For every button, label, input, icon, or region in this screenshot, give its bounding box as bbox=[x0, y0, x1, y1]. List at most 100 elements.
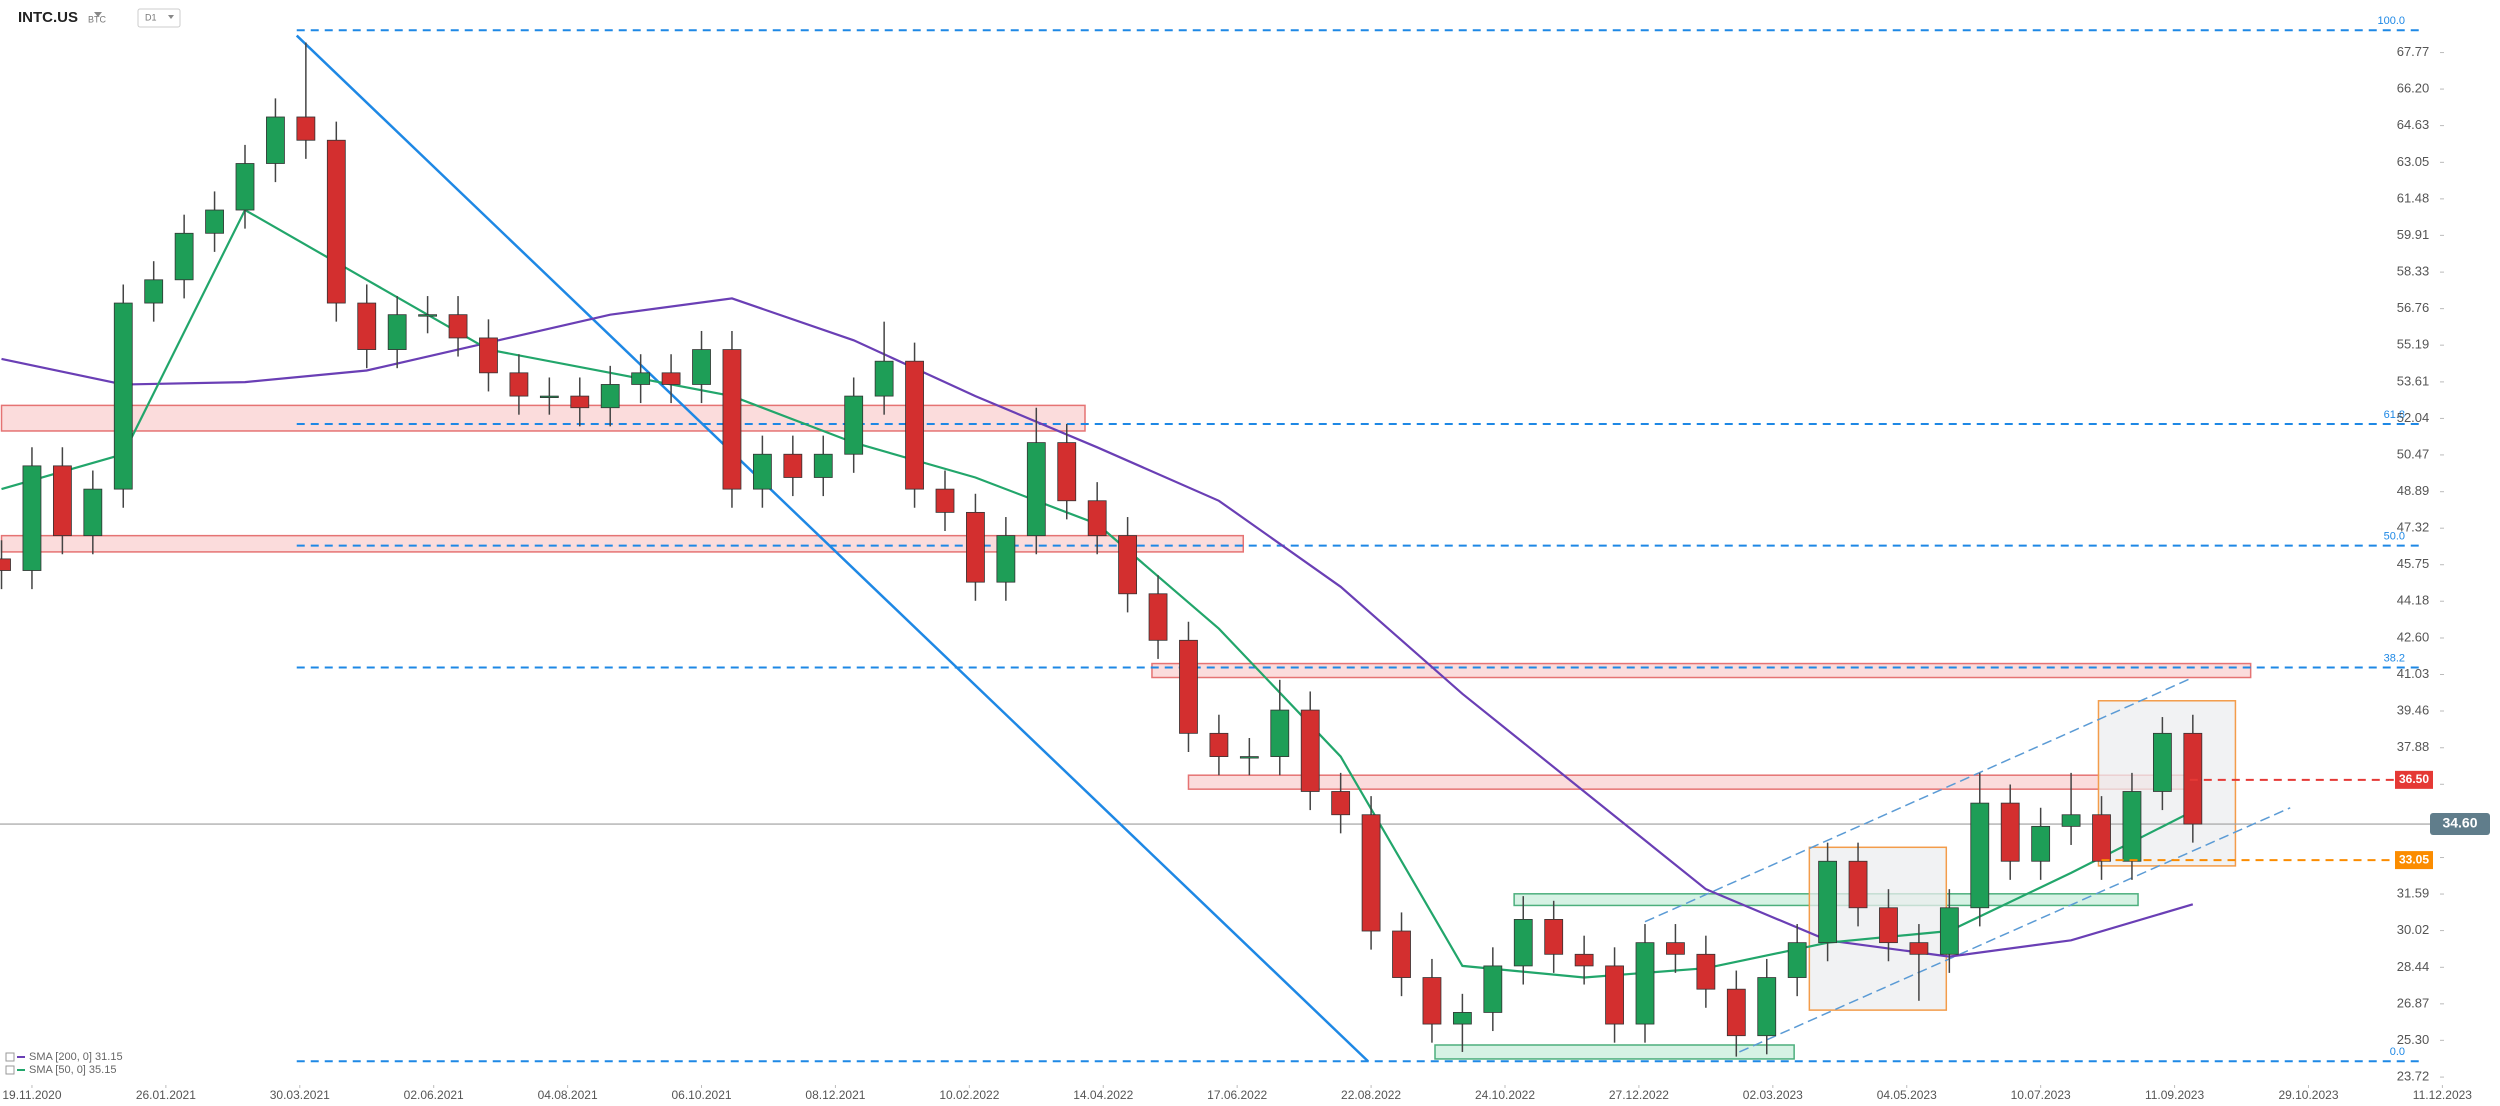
candle-body bbox=[296, 116, 316, 141]
candle-body bbox=[844, 395, 864, 455]
legend-icon bbox=[5, 1052, 15, 1062]
y-tick-label: 39.46 bbox=[2397, 702, 2430, 717]
y-tick-label: 53.61 bbox=[2397, 373, 2430, 388]
candle-body bbox=[1118, 535, 1138, 595]
y-tick-label: 37.88 bbox=[2397, 739, 2430, 754]
y-tick-label: 25.30 bbox=[2397, 1032, 2430, 1047]
zone bbox=[1434, 1044, 1795, 1060]
candle-body bbox=[1270, 709, 1290, 757]
candle-body bbox=[1057, 442, 1077, 502]
y-tick-label: 59.91 bbox=[2397, 227, 2430, 242]
x-tick-label: 14.04.2022 bbox=[1073, 1088, 1133, 1102]
legend-label: SMA [50, 0] 35.15 bbox=[29, 1064, 116, 1076]
x-tick-label: 02.06.2021 bbox=[404, 1088, 464, 1102]
candle-body bbox=[2000, 802, 2020, 862]
candle-body bbox=[1026, 442, 1046, 537]
candle-body bbox=[1909, 942, 1929, 955]
candle-body bbox=[1392, 930, 1411, 978]
candle-body bbox=[479, 337, 498, 374]
level-badge-label: 33.05 bbox=[2399, 852, 2429, 866]
x-tick-label: 26.01.2021 bbox=[136, 1088, 196, 1102]
x-tick-label: 27.12.2022 bbox=[1609, 1088, 1669, 1102]
candle-body bbox=[1361, 814, 1381, 932]
candle-body bbox=[1635, 942, 1655, 1025]
candle-body bbox=[22, 465, 42, 571]
candle-body bbox=[661, 372, 681, 385]
y-tick-label: 52.04 bbox=[2397, 410, 2430, 425]
y-tick-label: 67.77 bbox=[2397, 44, 2430, 59]
candle-body bbox=[813, 453, 833, 478]
symbol-dropdown[interactable] bbox=[94, 12, 102, 17]
candle-body bbox=[539, 395, 559, 398]
fib-label: 38.2 bbox=[2384, 652, 2405, 664]
x-tick-label: 04.05.2023 bbox=[1877, 1088, 1937, 1102]
x-tick-label: 11.12.2023 bbox=[2413, 1088, 2472, 1102]
candle-body bbox=[113, 302, 133, 490]
zone bbox=[0, 404, 1086, 432]
x-tick-label: 11.09.2023 bbox=[2145, 1088, 2204, 1102]
trendline bbox=[295, 34, 1369, 1063]
y-tick-label: 58.33 bbox=[2397, 264, 2430, 279]
y-tick-label: 30.02 bbox=[2397, 922, 2430, 937]
candle-body bbox=[52, 465, 72, 537]
timeframe: D1 bbox=[145, 12, 157, 22]
y-tick-label: 48.89 bbox=[2397, 483, 2430, 498]
timeframe-arrow bbox=[168, 15, 174, 19]
candle-body bbox=[1605, 965, 1624, 1025]
fib-label: 0.0 bbox=[2390, 1046, 2405, 1058]
candle-body bbox=[144, 279, 164, 304]
plot-layer: 100.0 61.8 50.0 38.2 0.0 67.77 66.20 64.63 63.05… bbox=[0, 15, 2490, 1102]
candle-body bbox=[2031, 825, 2051, 862]
x-tick-label: 08.12.2021 bbox=[805, 1088, 865, 1102]
y-tick-label: 63.05 bbox=[2397, 154, 2430, 169]
symbol: INTC.US bbox=[18, 9, 78, 26]
candle-body bbox=[692, 349, 711, 385]
candle-body bbox=[570, 395, 590, 409]
candle-body bbox=[357, 302, 377, 350]
x-tick-label: 17.06.2022 bbox=[1207, 1088, 1267, 1102]
candle-body bbox=[1483, 965, 1503, 1013]
fib-label: 61.8 bbox=[2384, 409, 2405, 421]
y-tick-label: 64.63 bbox=[2397, 117, 2430, 132]
x-tick-label: 29.10.2023 bbox=[2278, 1088, 2338, 1102]
candle-body bbox=[509, 372, 529, 397]
candle-body bbox=[1087, 500, 1107, 537]
fib-label: 100.0 bbox=[2377, 15, 2405, 27]
candle-body bbox=[1818, 860, 1838, 944]
candle-body bbox=[2122, 791, 2142, 862]
candle-body bbox=[966, 511, 985, 583]
x-tick-label: 22.08.2022 bbox=[1341, 1088, 1401, 1102]
candle-body bbox=[1148, 593, 1168, 641]
y-tick-label: 61.48 bbox=[2397, 190, 2430, 205]
candle-body bbox=[1939, 907, 1959, 955]
candle-body bbox=[1513, 919, 1533, 967]
y-tick-label: 23.72 bbox=[2397, 1069, 2430, 1084]
candle-body bbox=[387, 314, 407, 350]
candle-body bbox=[1239, 756, 1259, 759]
candle-body bbox=[874, 360, 894, 397]
candle-body bbox=[1879, 907, 1898, 944]
candle-body bbox=[418, 314, 438, 317]
x-tick-label: 30.03.2021 bbox=[270, 1088, 330, 1102]
candle-body bbox=[205, 209, 224, 234]
x-tick-label: 24.10.2022 bbox=[1475, 1088, 1535, 1102]
candle-body bbox=[935, 488, 955, 513]
y-tick-label: 45.75 bbox=[2397, 556, 2430, 571]
timeframe-select[interactable] bbox=[137, 8, 181, 28]
candle-body bbox=[1696, 953, 1716, 990]
x-tick-label: 10.02.2022 bbox=[939, 1088, 999, 1102]
exchange: BTC bbox=[88, 14, 107, 24]
x-tick-label: 19.11.2020 bbox=[2, 1088, 61, 1102]
candle-body bbox=[1726, 988, 1746, 1037]
candle-body bbox=[1331, 791, 1351, 816]
candle-body bbox=[1970, 802, 1990, 909]
candle-body bbox=[266, 116, 285, 164]
legend-label: SMA [200, 0] 31.15 bbox=[29, 1051, 123, 1063]
candle-body bbox=[1179, 639, 1198, 734]
candle-body bbox=[1300, 709, 1320, 792]
y-tick-label: 31.59 bbox=[2397, 885, 2430, 900]
candle-body bbox=[174, 232, 194, 281]
